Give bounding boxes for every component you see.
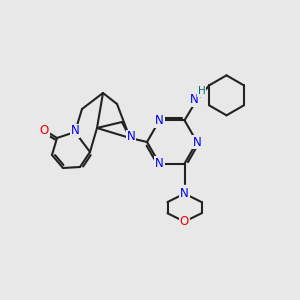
Text: N: N <box>193 136 201 148</box>
Text: N: N <box>155 157 164 170</box>
Text: O: O <box>39 124 49 136</box>
Text: N: N <box>70 124 80 137</box>
Text: N: N <box>180 187 189 200</box>
Text: N: N <box>155 114 164 127</box>
Text: N: N <box>127 130 135 143</box>
Text: N: N <box>190 93 199 106</box>
Text: O: O <box>180 215 189 228</box>
Text: H: H <box>198 86 206 96</box>
